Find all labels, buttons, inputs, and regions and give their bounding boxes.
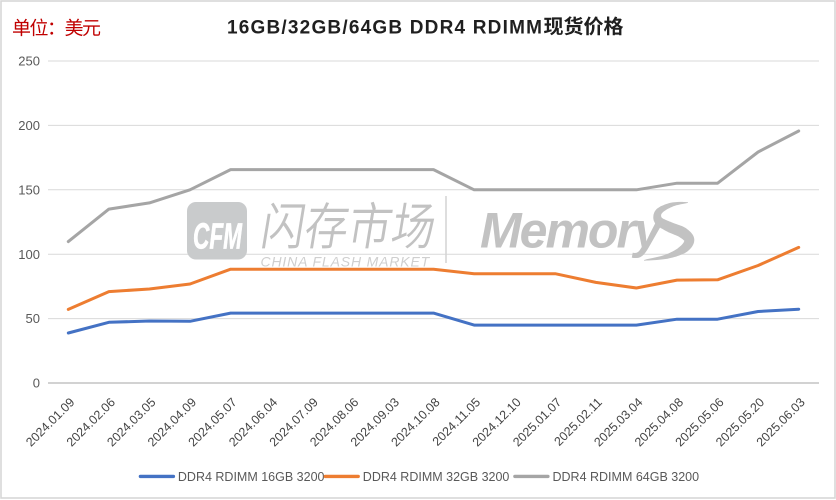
svg-text:DDR4 RDIMM 64GB 3200: DDR4 RDIMM 64GB 3200 <box>553 470 700 484</box>
svg-text:CFM: CFM <box>193 217 243 257</box>
svg-text:0: 0 <box>33 376 40 391</box>
svg-text:150: 150 <box>18 182 40 197</box>
svg-text:DDR4 RDIMM 32GB 3200: DDR4 RDIMM 32GB 3200 <box>363 470 510 484</box>
svg-text:100: 100 <box>18 247 40 262</box>
svg-text:200: 200 <box>18 118 40 133</box>
svg-text:CHINA FLASH MARKET: CHINA FLASH MARKET <box>261 254 431 270</box>
svg-text:Memory: Memory <box>480 203 664 259</box>
svg-text:250: 250 <box>18 54 40 69</box>
svg-text:DDR4 RDIMM 16GB 3200: DDR4 RDIMM 16GB 3200 <box>178 470 325 484</box>
svg-text:50: 50 <box>26 311 40 326</box>
svg-text:16GB/32GB/64GB DDR4 RDIMM: 16GB/32GB/64GB DDR4 RDIMM <box>227 18 543 39</box>
